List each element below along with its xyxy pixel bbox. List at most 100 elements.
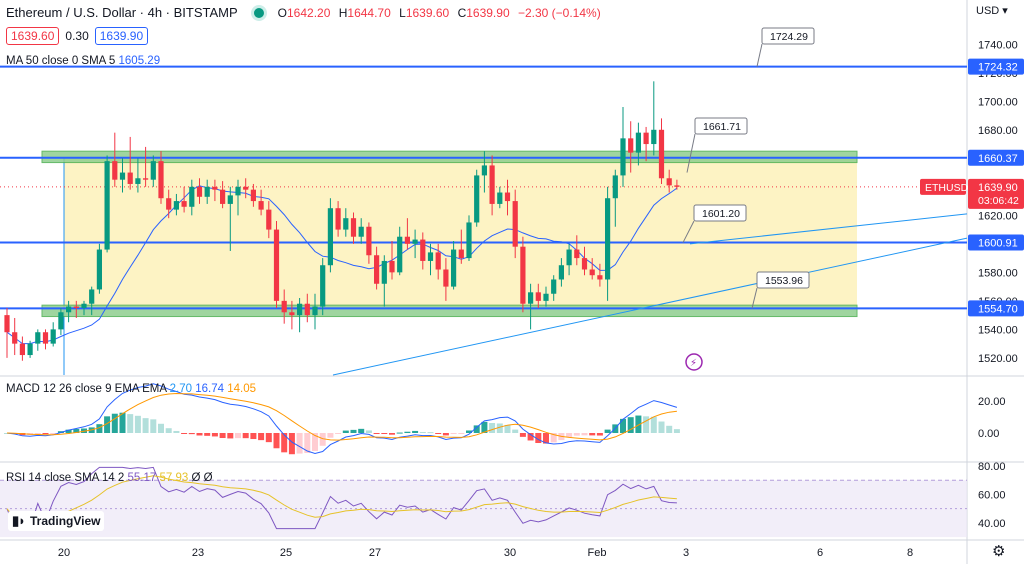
macd-hist-bar: [111, 413, 118, 433]
level-tag: 1600.91: [978, 238, 1018, 250]
ma50-line: [6, 185, 678, 345]
macd-hist-bar: [635, 415, 642, 433]
callout-box: [693, 204, 747, 222]
sell-price-button[interactable]: 1639.60: [6, 27, 60, 45]
price-tick: 1680.00: [978, 125, 1018, 137]
macd-label: MACD 12 26 close 9 EMA EMA: [6, 383, 167, 395]
candle-body: [581, 258, 588, 270]
tv-mark-icon: ▮◗: [12, 513, 26, 528]
macd-hist-bar: [512, 429, 519, 433]
rsi-tick: 60.00: [978, 489, 1006, 501]
ohlc-open-key: O: [277, 5, 287, 20]
rsi-extra-1: Ø: [191, 472, 201, 484]
rsi-legend[interactable]: RSI 14 close SMA 14 2 55.17 57.93 Ø Ø: [6, 472, 213, 484]
ma-legend[interactable]: MA 50 close 0 SMA 5 1605.29: [6, 55, 160, 67]
macd-legend[interactable]: MACD 12 26 close 9 EMA EMA 2.70 16.74 14…: [6, 383, 256, 395]
macd-hist-bar: [250, 433, 257, 440]
macd-hist-bar: [150, 419, 157, 433]
callout-box: [694, 117, 748, 135]
candle-body: [289, 312, 295, 316]
candle-body: [189, 186, 195, 207]
ma-label: MA 50 close 0 SMA 5: [6, 55, 116, 67]
macd-hist-bar: [119, 412, 126, 433]
candle-body: [558, 265, 564, 280]
macd-signal-value: 14.05: [227, 383, 256, 395]
candle-body: [204, 186, 210, 197]
settings-gear-icon[interactable]: ⚙: [992, 543, 1006, 560]
candle-body: [605, 198, 611, 280]
candle-body: [320, 265, 326, 307]
macd-hist-bar: [427, 432, 434, 434]
currency-selector[interactable]: USD ▾: [976, 5, 1008, 17]
macd-hist-bar: [304, 433, 311, 453]
trendline-upper: [689, 213, 968, 245]
candle-body: [420, 239, 426, 261]
symbol-title[interactable]: Ethereum / U.S. Dollar · 4h · BITSTAMP: [6, 5, 238, 20]
ohlc-low-key: L: [399, 5, 406, 20]
alert-lightning-icon: [685, 353, 703, 371]
macd-hist-bar: [173, 430, 180, 433]
price-tick: 1520.00: [978, 353, 1018, 365]
macd-hist-bar: [181, 433, 188, 434]
macd-signal-line: [6, 392, 677, 441]
macd-hist-bar: [673, 429, 680, 433]
ohlc-high-key: H: [338, 5, 348, 20]
macd-hist-bar: [550, 433, 557, 443]
ohlc-open: 1642.20: [287, 5, 331, 20]
macd-hist-bar: [265, 433, 272, 443]
quote-row: 1639.60 0.30 1639.90: [6, 27, 149, 45]
macd-hist-bar: [527, 433, 534, 441]
candle-body: [543, 293, 549, 301]
candle-body: [73, 306, 79, 308]
ohlc-change: −2.30 (−0.14%): [517, 5, 601, 20]
macd-hist-bar: [350, 429, 357, 433]
ohlc-close: 1639.90: [466, 5, 510, 20]
candle-body: [135, 178, 141, 184]
macd-hist-bar: [543, 433, 549, 444]
macd-hist-bar: [466, 430, 472, 433]
macd-hist-bar: [235, 433, 241, 439]
macd-hist-bar: [327, 433, 334, 438]
callout-label: 1661.71: [703, 121, 741, 133]
callout-leader: [686, 133, 696, 173]
level-tag: 1724.32: [978, 62, 1018, 74]
candle-body: [451, 249, 457, 287]
tradingview-logo[interactable]: ▮◗ TradingView: [8, 511, 105, 531]
rsi-value: 55.17: [127, 472, 157, 484]
macd-hist-bar: [442, 433, 449, 436]
macd-hist-bar: [389, 433, 395, 435]
macd-hist-bar: [211, 433, 218, 437]
candle-body: [250, 189, 256, 202]
macd-hist-bar: [519, 433, 526, 437]
candle-body: [297, 303, 303, 316]
symbol-tag: ETHUSD: [925, 182, 969, 194]
macd-hist-bar: [596, 433, 603, 436]
candle-body: [628, 138, 634, 153]
candle-body: [327, 208, 333, 266]
candle-body: [658, 129, 665, 179]
level-tag: 1660.37: [978, 153, 1018, 165]
chart-header: Ethereum / U.S. Dollar · 4h · BITSTAMP O…: [6, 5, 606, 20]
rsi-line: [6, 466, 677, 530]
price-tick: 1540.00: [978, 324, 1018, 336]
macd-hist-bar: [496, 423, 503, 433]
candle-body: [551, 279, 557, 294]
macd-hist-bar: [73, 429, 80, 433]
macd-hist-bar: [227, 433, 234, 439]
macd-hist-bar: [412, 430, 419, 433]
macd-hist-bar: [381, 433, 388, 434]
macd-hist-bar: [104, 416, 111, 433]
candle-body: [81, 303, 87, 308]
candle-body: [504, 192, 511, 202]
candle-body: [119, 172, 126, 180]
buy-price-button[interactable]: 1639.90: [94, 27, 149, 45]
candle-body: [50, 329, 56, 344]
candle-body: [528, 292, 534, 304]
candle-body: [104, 161, 110, 250]
macd-hist-bar: [196, 433, 203, 436]
time-tick: 20: [58, 547, 70, 559]
candle-body: [404, 236, 410, 244]
macd-hist-bar: [165, 428, 172, 433]
candle-body: [574, 249, 580, 259]
